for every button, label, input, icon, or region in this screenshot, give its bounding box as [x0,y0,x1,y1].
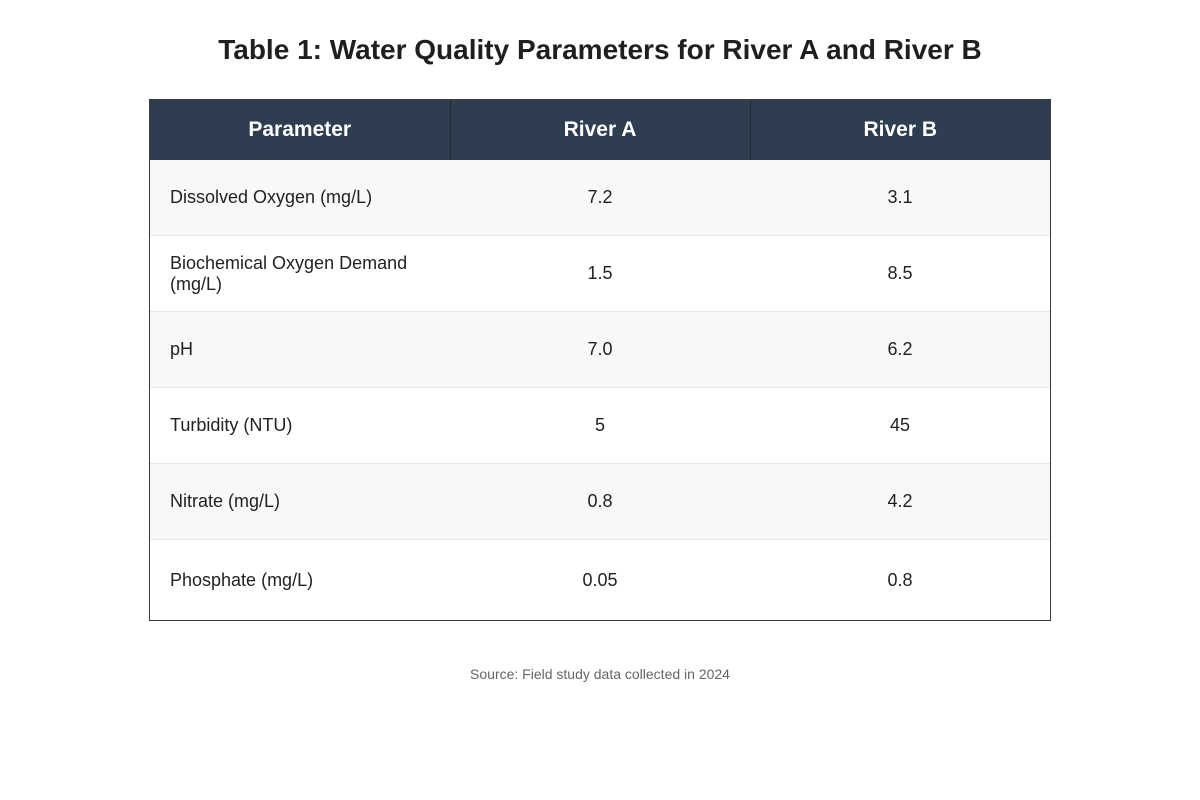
cell-parameter: Turbidity (NTU) [150,388,450,464]
cell-river-b: 0.8 [750,540,1050,621]
table-row: Turbidity (NTU) 5 45 [150,388,1050,464]
table-row: Dissolved Oxygen (mg/L) 7.2 3.1 [150,160,1050,236]
table-row: Phosphate (mg/L) 0.05 0.8 [150,540,1050,621]
column-header-parameter: Parameter [150,100,450,160]
table-header: Parameter River A River B [150,100,1050,160]
cell-river-a: 7.0 [450,312,750,388]
water-quality-table: Parameter River A River B Dissolved Oxyg… [150,100,1050,620]
cell-river-a: 0.05 [450,540,750,621]
header-row: Parameter River A River B [150,100,1050,160]
table-body: Dissolved Oxygen (mg/L) 7.2 3.1 Biochemi… [150,160,1050,620]
column-header-river-b: River B [750,100,1050,160]
cell-parameter: pH [150,312,450,388]
cell-river-a: 5 [450,388,750,464]
cell-parameter: Dissolved Oxygen (mg/L) [150,160,450,236]
table-title: Table 1: Water Quality Parameters for Ri… [0,31,1200,69]
cell-river-a: 0.8 [450,464,750,540]
column-header-river-a: River A [450,100,750,160]
cell-river-b: 4.2 [750,464,1050,540]
cell-parameter: Nitrate (mg/L) [150,464,450,540]
table-row: pH 7.0 6.2 [150,312,1050,388]
cell-river-b: 8.5 [750,236,1050,312]
cell-parameter: Phosphate (mg/L) [150,540,450,621]
cell-river-a: 1.5 [450,236,750,312]
cell-river-b: 3.1 [750,160,1050,236]
table-row: Nitrate (mg/L) 0.8 4.2 [150,464,1050,540]
source-note: Source: Field study data collected in 20… [0,666,1200,682]
table-row: Biochemical Oxygen Demand (mg/L) 1.5 8.5 [150,236,1050,312]
cell-river-b: 6.2 [750,312,1050,388]
cell-river-a: 7.2 [450,160,750,236]
data-table-container: Parameter River A River B Dissolved Oxyg… [149,99,1051,621]
cell-parameter: Biochemical Oxygen Demand (mg/L) [150,236,450,312]
cell-river-b: 45 [750,388,1050,464]
